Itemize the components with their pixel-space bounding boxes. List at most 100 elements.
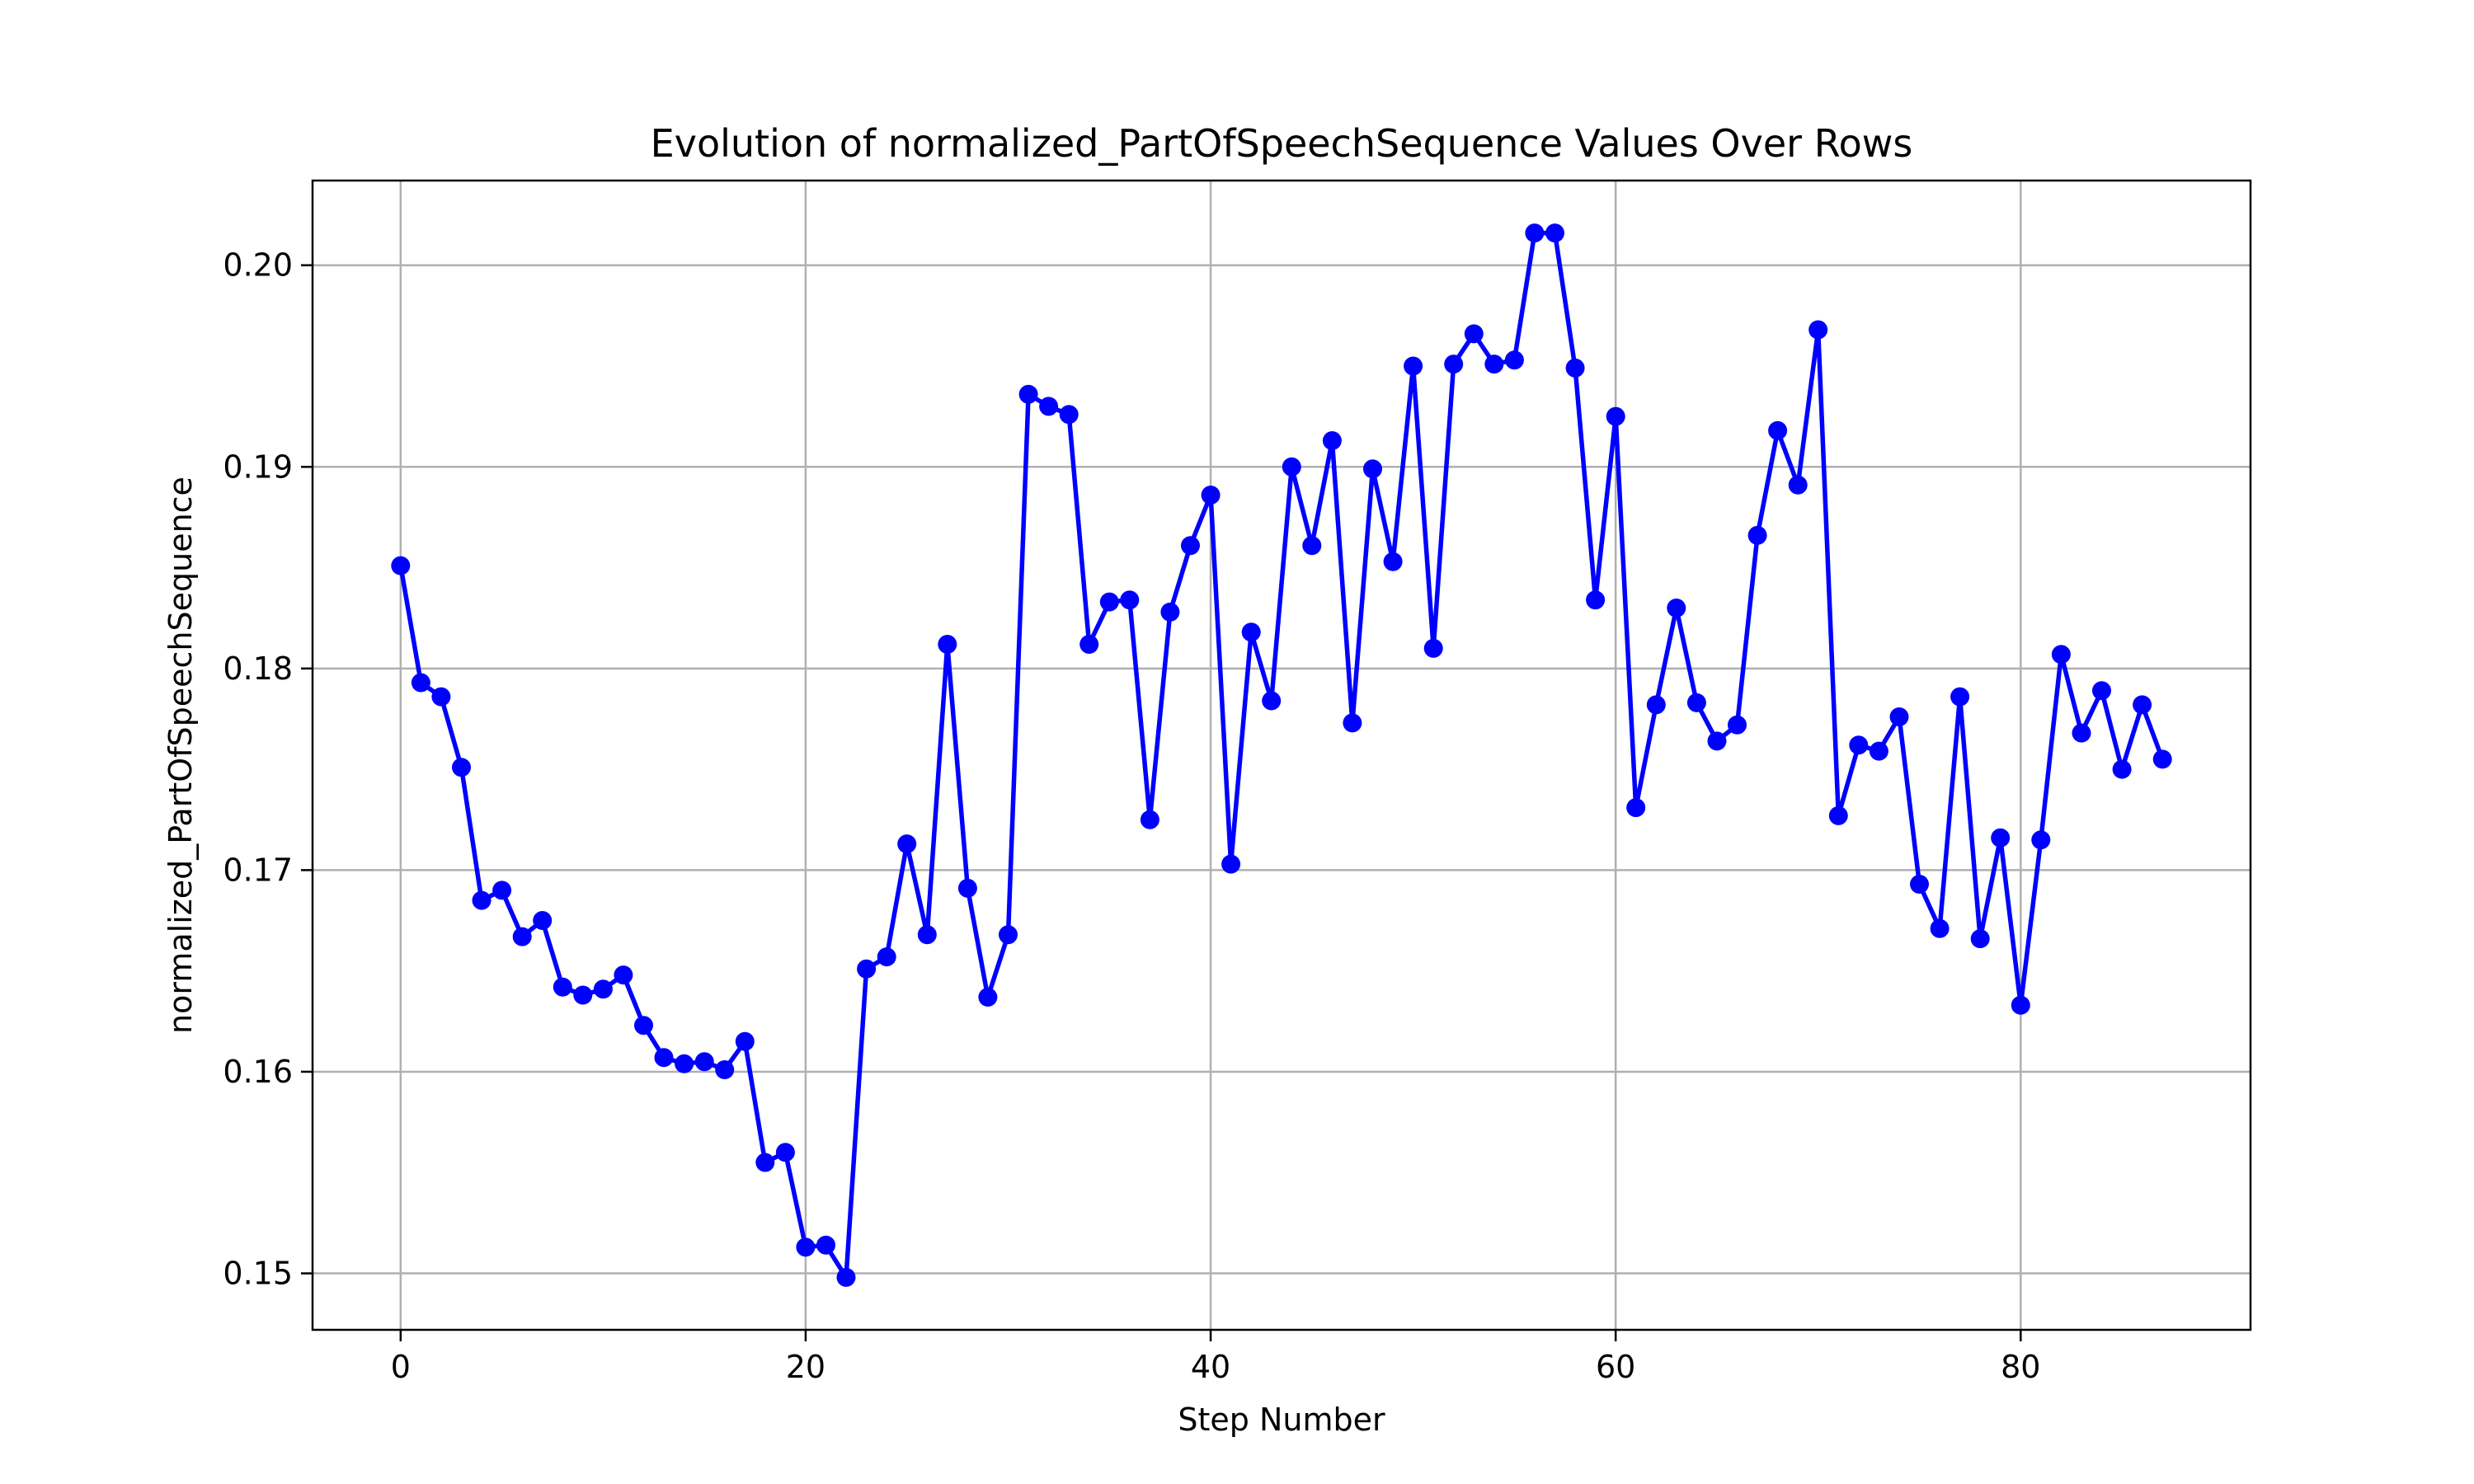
y-tick-label: 0.15	[223, 1256, 293, 1292]
data-point	[1343, 713, 1362, 733]
data-point	[1221, 854, 1241, 874]
data-point	[1970, 929, 1990, 949]
data-point	[2072, 723, 2091, 743]
data-point	[1059, 405, 1079, 425]
data-point	[472, 890, 492, 910]
data-point	[1404, 356, 1423, 376]
data-point	[1747, 525, 1767, 545]
data-point	[957, 878, 977, 898]
data-point	[1545, 223, 1564, 243]
data-point	[1788, 475, 1808, 495]
data-point	[1241, 622, 1261, 642]
axis-ticks: 0 20 40 60 80 0.15 0.16 0.17 0.18 0.19 0.20	[223, 247, 2040, 1385]
data-point	[1322, 431, 1342, 450]
y-axis-label: normalized_PartOfSpeechSequence	[162, 477, 199, 1034]
data-point	[1099, 592, 1119, 612]
data-point	[2112, 759, 2132, 779]
x-tick-label: 60	[1596, 1349, 1635, 1385]
data-point	[492, 881, 512, 900]
data-point	[1828, 805, 1848, 825]
data-point	[1849, 735, 1869, 755]
data-point	[2152, 749, 2172, 769]
data-point	[1586, 590, 1606, 610]
data-point	[553, 977, 572, 997]
data-point	[593, 979, 613, 999]
data-point	[1768, 420, 1788, 440]
data-point	[735, 1031, 755, 1051]
data-point	[1201, 486, 1221, 505]
data-point	[1160, 602, 1180, 622]
data-point	[1423, 638, 1443, 658]
data-point	[573, 985, 593, 1005]
data-point	[1464, 324, 1484, 344]
data-point	[1991, 828, 2011, 848]
data-point	[775, 1143, 795, 1162]
data-point	[1181, 536, 1200, 556]
data-point	[978, 988, 998, 1007]
data-point	[1626, 798, 1646, 818]
data-point	[1950, 687, 1970, 707]
x-tick-label: 40	[1191, 1349, 1230, 1385]
chart-title: Evolution of normalized_PartOfSpeechSequ…	[651, 121, 1913, 166]
data-point	[1302, 536, 1322, 556]
data-point	[897, 834, 917, 854]
data-point	[877, 947, 896, 967]
series-line	[398, 230, 2165, 1280]
data-point	[1363, 459, 1382, 479]
data-point	[1039, 397, 1059, 416]
data-point	[1120, 590, 1140, 610]
data-point	[675, 1054, 694, 1073]
data-point	[634, 1016, 653, 1036]
y-tick-label: 0.20	[223, 247, 293, 284]
data-point	[1018, 384, 1038, 404]
data-point	[999, 925, 1018, 945]
x-axis-label: Step Number	[1178, 1402, 1385, 1438]
data-point	[1667, 599, 1686, 618]
data-point	[938, 635, 957, 654]
plot-frame	[311, 179, 2252, 1331]
data-point	[857, 959, 877, 979]
y-tick-label: 0.19	[223, 448, 293, 485]
data-point	[2011, 995, 2030, 1015]
data-point	[1565, 358, 1585, 378]
data-point	[1869, 741, 1888, 761]
data-point	[1889, 707, 1909, 726]
data-point	[512, 927, 532, 946]
data-point	[1484, 355, 1504, 374]
data-point	[796, 1237, 816, 1257]
data-point	[1910, 875, 1929, 894]
data-series	[391, 223, 2172, 1287]
data-point	[1686, 693, 1706, 712]
data-point	[1525, 223, 1545, 243]
x-tick-label: 20	[786, 1349, 825, 1385]
data-point	[1383, 552, 1403, 571]
data-point	[452, 758, 471, 777]
data-point	[614, 965, 633, 985]
data-point	[1646, 695, 1666, 715]
x-tick-label: 80	[2001, 1349, 2040, 1385]
data-point	[755, 1153, 775, 1172]
data-point	[1282, 457, 1301, 477]
data-point	[2051, 645, 2071, 665]
data-point	[2031, 830, 2051, 850]
data-point	[2133, 695, 2152, 715]
data-point	[694, 1052, 714, 1072]
data-point	[1504, 350, 1524, 370]
data-point	[1140, 810, 1159, 829]
data-point	[411, 673, 430, 693]
data-point	[1262, 691, 1282, 711]
data-point	[1079, 635, 1099, 654]
y-tick-label: 0.16	[223, 1054, 293, 1090]
data-point	[816, 1235, 835, 1255]
data-point	[917, 925, 937, 945]
data-point	[1728, 715, 1747, 735]
data-point	[1707, 731, 1727, 751]
data-point	[533, 911, 553, 930]
data-point	[715, 1060, 735, 1079]
data-point	[1808, 320, 1828, 340]
grid	[313, 181, 2251, 1330]
data-point	[391, 556, 411, 575]
data-point	[431, 687, 451, 707]
